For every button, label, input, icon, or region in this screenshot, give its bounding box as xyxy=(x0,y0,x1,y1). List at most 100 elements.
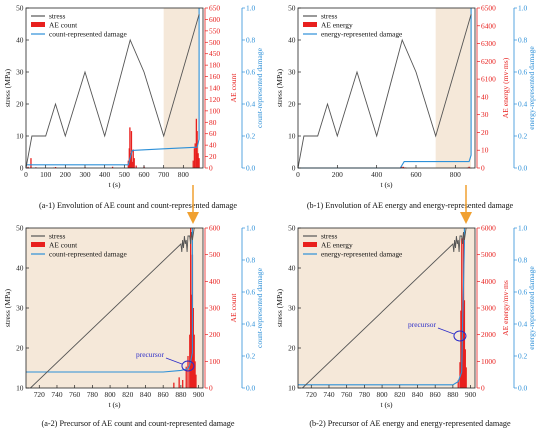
y-tick-label: 40 xyxy=(16,36,24,45)
y2-axis-label: AE energy/mv·ms xyxy=(501,280,510,336)
y3-tick-label: 0.6 xyxy=(518,68,528,77)
x-tick-label: 760 xyxy=(341,390,352,399)
x-tick-label: 760 xyxy=(69,390,80,399)
legend-label: count-represented damage xyxy=(49,30,127,39)
legend-label: stress xyxy=(321,12,338,21)
y-tick-label: 0 xyxy=(20,164,24,173)
y2-tick-label: 0 xyxy=(209,384,213,393)
ae-bar xyxy=(194,361,196,388)
y2-tick-label: 6100 xyxy=(481,75,496,84)
ae-bar xyxy=(402,166,405,168)
ae-bar xyxy=(463,300,466,388)
ae-bar xyxy=(462,323,464,388)
y2-tick-label: 6000 xyxy=(481,224,496,233)
y-tick-label: 10 xyxy=(16,384,24,393)
x-tick-label: 600 xyxy=(410,170,421,179)
ae-bar xyxy=(196,131,198,168)
y-axis-label: stress (MPa) xyxy=(3,68,12,107)
x-tick-label: 800 xyxy=(377,390,388,399)
y-tick-label: 10 xyxy=(16,132,24,141)
y-tick-label: 50 xyxy=(288,4,296,13)
legend-label: AE energy xyxy=(321,241,353,250)
ae-bar xyxy=(131,161,133,168)
y3-tick-label: 0.4 xyxy=(246,320,256,329)
stress-line xyxy=(25,14,200,169)
x-tick-label: 300 xyxy=(79,170,90,179)
x-tick-label: 880 xyxy=(447,390,458,399)
y2-tick-label: 200 xyxy=(209,330,220,339)
legend-label: energy-represented damage xyxy=(321,30,403,39)
y-tick-label: 20 xyxy=(16,344,24,353)
stress-line xyxy=(30,227,195,389)
ae-bar xyxy=(27,166,29,168)
precursor-label: precursor xyxy=(136,350,164,359)
legend-label: count-represented damage xyxy=(49,250,127,259)
damage-line xyxy=(26,8,200,166)
x-tick-label: 720 xyxy=(306,390,317,399)
x-tick-label: 880 xyxy=(175,390,186,399)
panel-b2: 720 740 760 780 800 820 840 860 880 900 10 20 30 40 50… xyxy=(275,224,536,410)
y3-axis-label: count-represented damage xyxy=(255,267,264,348)
ae-bar xyxy=(195,118,198,168)
y3-tick-label: 0.0 xyxy=(518,384,528,393)
y2-tick-label: 500 xyxy=(209,38,220,47)
y2-tick-label: 10 xyxy=(481,146,489,155)
legend-swatch xyxy=(31,22,45,27)
y2-tick-label: 550 xyxy=(209,26,220,35)
ae-bar xyxy=(468,166,470,168)
x-tick-label: 780 xyxy=(359,390,370,399)
y2-tick-label: 3000 xyxy=(481,304,496,313)
y2-tick-label: 300 xyxy=(209,304,220,313)
ae-bar xyxy=(192,160,194,168)
plot-frame xyxy=(25,7,204,169)
y3-tick-label: 0.8 xyxy=(246,256,256,265)
y2-tick-label: 400 xyxy=(209,277,220,286)
y-tick-label: 50 xyxy=(16,224,24,233)
y3-tick-label: 1.0 xyxy=(518,224,528,233)
y-tick-label: 30 xyxy=(16,68,24,77)
caption-a1: (a-1) Envolution of AE count and count-r… xyxy=(39,201,237,210)
y-tick-label: 50 xyxy=(16,4,24,13)
y2-axis-label: AE count xyxy=(229,73,238,103)
y3-tick-label: 1.0 xyxy=(246,224,256,233)
precursor-label: precursor xyxy=(408,320,436,329)
legend-label: AE energy xyxy=(321,21,353,30)
x-tick-label: 500 xyxy=(119,170,130,179)
y3-tick-label: 0.2 xyxy=(246,352,256,361)
legend-swatch xyxy=(303,242,317,247)
y2-tick-label: 180 xyxy=(209,61,220,70)
precursor-circle xyxy=(453,330,467,342)
y2-tick-label: 0 xyxy=(481,384,485,393)
x-tick-label: 740 xyxy=(51,390,62,399)
y3-tick-label: 0.8 xyxy=(518,36,528,45)
x-tick-label: 820 xyxy=(122,390,133,399)
precursor-leader xyxy=(165,357,183,365)
y3-tick-label: 0.0 xyxy=(518,164,528,173)
x-tick-label: 100 xyxy=(40,170,51,179)
x-tick-label: 900 xyxy=(465,390,476,399)
y3-tick-label: 0.0 xyxy=(246,384,256,393)
ae-bar xyxy=(462,233,465,388)
x-tick-label: 720 xyxy=(34,390,45,399)
stress-line xyxy=(302,227,467,389)
damage-line xyxy=(298,228,465,386)
y-tick-label: 40 xyxy=(16,264,24,273)
legend-swatch xyxy=(31,242,45,247)
x-tick-label: 840 xyxy=(412,390,423,399)
y2-tick-label: 1000 xyxy=(481,357,496,366)
damage-line xyxy=(26,228,193,373)
y3-tick-label: 0.2 xyxy=(518,132,528,141)
ae-bar xyxy=(130,131,133,168)
x-tick-label: 900 xyxy=(193,390,204,399)
y2-tick-label: 160 xyxy=(209,72,220,81)
ae-bar xyxy=(30,158,32,168)
y2-tick-label: 5000 xyxy=(481,250,496,259)
y2-tick-label: 6200 xyxy=(481,57,496,66)
y-axis-label: stress (MPa) xyxy=(3,288,12,327)
ae-bar xyxy=(460,310,462,388)
ae-bar xyxy=(195,374,197,388)
x-tick-label: 860 xyxy=(158,390,169,399)
x-tick-label: 0 xyxy=(296,170,300,179)
ae-bar xyxy=(198,158,200,168)
